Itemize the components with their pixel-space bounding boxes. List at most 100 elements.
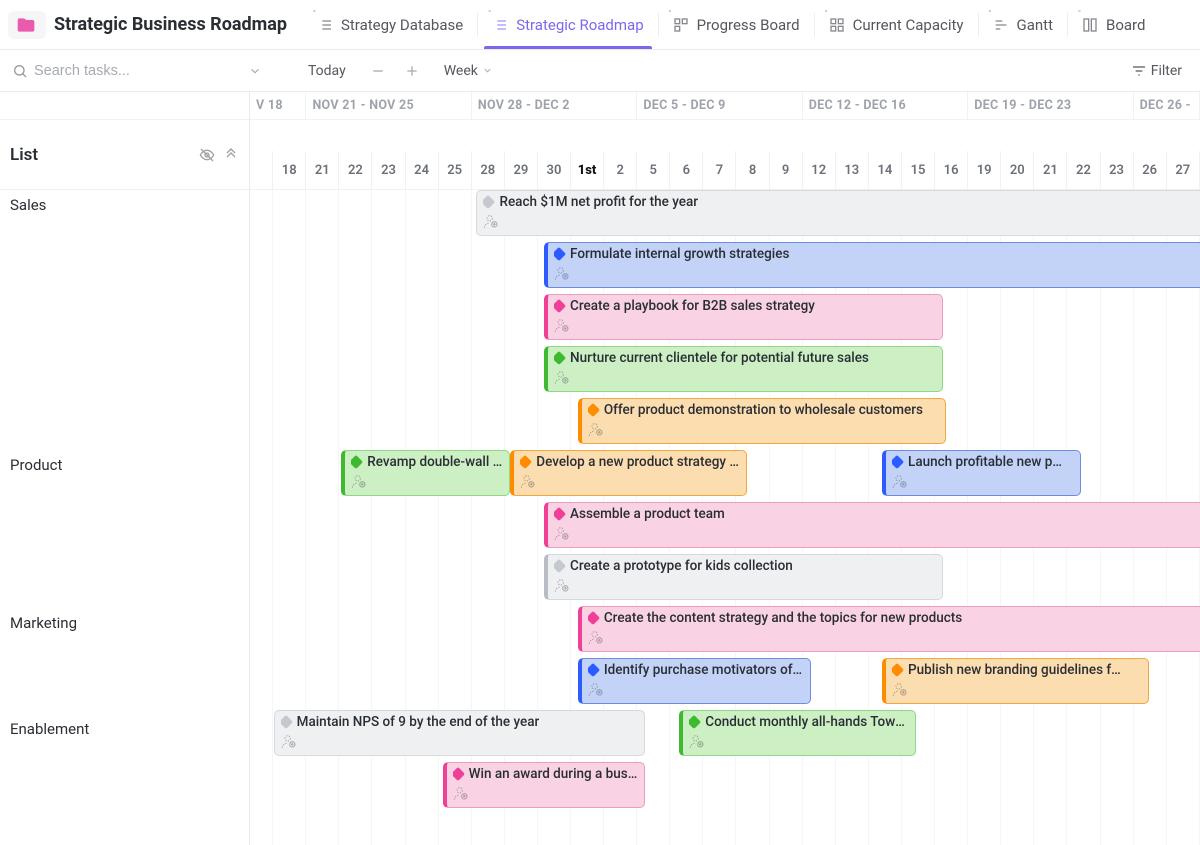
tab-strategy-database[interactable]: ⬞Strategy Database (303, 0, 477, 49)
gantt-bar[interactable]: Create a prototype for kids collection (544, 554, 943, 600)
gantt-left-column: List Sales Product Marketing Enablement (0, 92, 250, 845)
pin-icon: ⬞ (669, 6, 672, 17)
status-icon (554, 559, 566, 573)
gantt-bar[interactable]: Publish new branding guidelines f… (882, 658, 1149, 704)
pin-icon: ⬞ (989, 6, 992, 17)
tab-progress-board[interactable]: ⬞Progress Board (659, 0, 814, 49)
day-header-cell: 8 (736, 151, 769, 189)
assignee-add-icon[interactable] (554, 525, 570, 541)
group-label-sales[interactable]: Sales (0, 190, 249, 220)
status-icon (554, 299, 566, 313)
task-title: Offer product demonstration to wholesale… (604, 402, 923, 418)
gantt-toolbar: Today Week Filter (0, 50, 1200, 92)
range-label: Week (444, 63, 478, 79)
week-header-cell: NOV 21 - NOV 25 (306, 92, 471, 119)
zoom-in-icon[interactable] (404, 63, 420, 79)
assignee-add-icon[interactable] (351, 473, 367, 489)
gantt-bar[interactable]: Nurture current clientele for potential … (544, 346, 943, 392)
day-header-cell: 22 (1067, 151, 1100, 189)
assignee-add-icon[interactable] (520, 473, 536, 489)
week-header: V 18NOV 21 - NOV 25NOV 28 - DEC 2DEC 5 -… (250, 92, 1200, 120)
view-icon (829, 17, 845, 33)
week-header-cell: DEC 19 - DEC 23 (968, 92, 1133, 119)
tab-board[interactable]: ⬞Board (1068, 0, 1159, 49)
gantt-bar[interactable]: Offer product demonstration to wholesale… (578, 398, 946, 444)
task-title: Create a playbook for B2B sales strategy (570, 298, 815, 314)
today-label: Today (308, 63, 346, 79)
assignee-add-icon[interactable] (554, 369, 570, 385)
group-label-marketing[interactable]: Marketing (0, 608, 249, 638)
page-title: Strategic Business Roadmap (54, 14, 287, 35)
tab-gantt[interactable]: ⬞Gantt (979, 0, 1067, 49)
assignee-add-icon[interactable] (281, 733, 297, 749)
gantt-body[interactable]: Reach $1M net profit for the year Formula… (250, 190, 1200, 845)
tab-label: Current Capacity (853, 16, 964, 34)
folder-chip[interactable] (8, 11, 46, 39)
list-heading-row: List (0, 120, 249, 190)
zoom-out-icon[interactable] (370, 63, 386, 79)
gantt-bar[interactable]: Assemble a product team (544, 502, 1200, 548)
tab-strategic-roadmap[interactable]: ⬞Strategic Roadmap (478, 0, 657, 49)
tab-label: Board (1106, 16, 1145, 34)
day-header-cell: 6 (670, 151, 703, 189)
day-header-cell: 27 (1167, 151, 1200, 189)
folder-icon (16, 15, 36, 35)
gantt-bar[interactable]: Identify purchase motivators of t… (578, 658, 811, 704)
assignee-add-icon[interactable] (554, 577, 570, 593)
gantt-bar[interactable]: Win an award during a busi… (443, 762, 646, 808)
task-title: Win an award during a busi… (469, 766, 639, 782)
today-button[interactable]: Today (302, 59, 352, 83)
assignee-add-icon[interactable] (483, 213, 499, 229)
status-icon (453, 767, 465, 781)
gantt-bar[interactable]: Conduct monthly all-hands Town… (679, 710, 916, 756)
assignee-add-icon[interactable] (892, 681, 908, 697)
status-icon (483, 195, 495, 209)
assignee-add-icon[interactable] (689, 733, 705, 749)
status-icon (892, 663, 904, 677)
assignee-add-icon[interactable] (554, 317, 570, 333)
view-icon (1082, 17, 1098, 33)
tabs-row: ⬞Strategy Database⬞Strategic Roadmap⬞Pro… (303, 0, 1200, 49)
status-icon (520, 455, 532, 469)
range-picker[interactable]: Week (438, 59, 499, 83)
assignee-add-icon[interactable] (588, 629, 604, 645)
gantt-bar[interactable]: Develop a new product strategy f… (510, 450, 747, 496)
day-header-cell: 5 (637, 151, 670, 189)
day-header-cell: 26 (1134, 151, 1167, 189)
status-icon (554, 247, 566, 261)
gantt-bar[interactable]: Formulate internal growth strategies (544, 242, 1200, 288)
chevron-down-icon[interactable] (248, 64, 262, 78)
gantt-bar[interactable]: Create the content strategy and the topi… (578, 606, 1200, 652)
view-icon (993, 17, 1009, 33)
task-title: Create the content strategy and the topi… (604, 610, 962, 626)
day-header-cell: 1st (571, 151, 604, 189)
tab-label: Strategy Database (341, 16, 463, 34)
tab-current-capacity[interactable]: ⬞Current Capacity (815, 0, 978, 49)
assignee-add-icon[interactable] (588, 681, 604, 697)
assignee-add-icon[interactable] (554, 265, 570, 281)
group-label-enablement[interactable]: Enablement (0, 714, 249, 744)
status-icon (588, 663, 600, 677)
gantt-right-column: V 18NOV 21 - NOV 25NOV 28 - DEC 2DEC 5 -… (250, 92, 1200, 845)
toolbar-center: Today Week (302, 59, 499, 83)
day-header-cell: 2 (604, 151, 637, 189)
day-header-cell: 30 (538, 151, 571, 189)
task-title: Nurture current clientele for potential … (570, 350, 869, 366)
task-title: Formulate internal growth strategies (570, 246, 789, 262)
assignee-add-icon[interactable] (588, 421, 604, 437)
collapse-icon[interactable] (223, 147, 239, 163)
gantt-bar[interactable]: Reach $1M net profit for the year (476, 190, 1200, 236)
gantt-bar[interactable]: Create a playbook for B2B sales strategy (544, 294, 943, 340)
gantt-bar[interactable]: Launch profitable new p… (882, 450, 1081, 496)
assignee-add-icon[interactable] (453, 785, 469, 801)
day-header-cell: 16 (935, 151, 968, 189)
gantt-bar[interactable]: Revamp double-wall gl… (341, 450, 510, 496)
day-header-cell: 25 (439, 151, 472, 189)
filter-button[interactable]: Filter (1125, 59, 1188, 83)
eye-off-icon[interactable] (199, 147, 215, 163)
group-label-product[interactable]: Product (0, 450, 249, 480)
search-input[interactable] (34, 63, 248, 79)
gantt-bar[interactable]: Maintain NPS of 9 by the end of the year (274, 710, 646, 756)
gantt-area: List Sales Product Marketing Enablement V 1… (0, 92, 1200, 845)
assignee-add-icon[interactable] (892, 473, 908, 489)
